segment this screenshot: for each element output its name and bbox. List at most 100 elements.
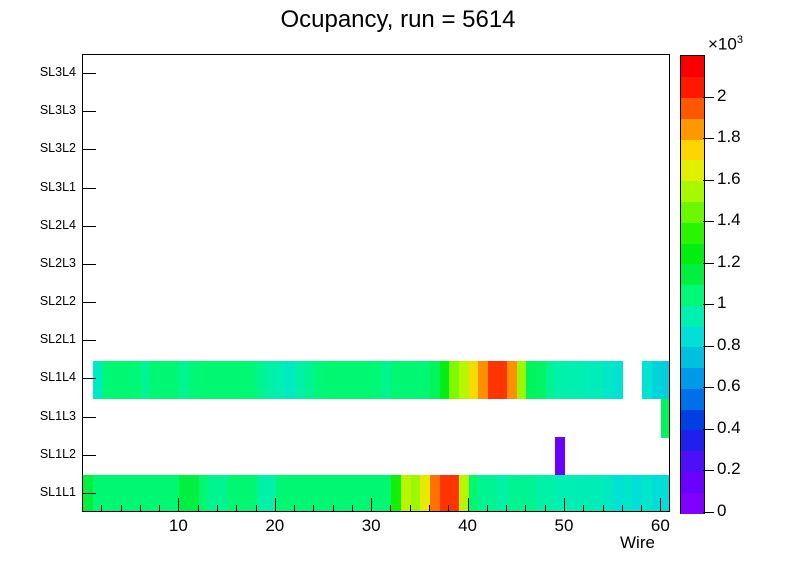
colorbar-tick [703,138,714,139]
x-axis-minor-tick [198,505,199,512]
heatmap-cell [140,475,151,511]
heatmap-cell [632,475,643,511]
x-axis-minor-tick [506,505,507,512]
heatmap-cell [439,475,450,511]
heatmap-cell [362,475,373,511]
chart-title: Ocupancy, run = 5614 [280,6,516,33]
heatmap-cell [323,475,335,511]
y-axis-tick [82,73,96,74]
heatmap-cell [189,360,200,400]
heatmap-cell [642,360,653,400]
colorbar-exponent-power: 3 [736,34,743,46]
heatmap-cell [401,360,412,400]
heatmap-cell [391,475,402,511]
heatmap-cell [198,360,209,400]
colorbar-band [681,263,704,286]
y-axis-tick [82,188,96,189]
heatmap-cell [613,475,624,511]
heatmap-cell [352,475,364,511]
heatmap-cell [584,475,595,511]
heatmap-cell [526,360,537,400]
heatmap-cell [227,360,238,400]
colorbar-tick [703,346,714,347]
heatmap-cell [295,475,306,511]
heatmap-cell [497,475,508,511]
colorbar-tick [703,97,714,98]
heatmap-cell [536,475,547,511]
heatmap-cell [526,475,537,511]
heatmap-cell [169,360,180,400]
y-axis-tick [82,302,96,303]
heatmap-cell [593,475,604,511]
x-axis-major-tick [275,498,276,512]
heatmap-cell [381,360,392,400]
heatmap-cell [555,437,566,476]
y-axis-label-sl2l2: SL2L2 [39,294,76,309]
x-axis-minor-tick [333,505,334,512]
heatmap-cell [275,475,286,511]
heatmap-cell [362,360,373,400]
heatmap-cell [430,360,441,400]
heatmap-cell [516,360,527,400]
colorbar-tick [703,263,714,264]
heatmap-cell [227,475,238,511]
colorbar-tick-label: 1 [717,293,727,313]
colorbar-tick-label: 0.6 [717,376,741,396]
colorbar-tick-label: 0 [717,501,727,520]
y-axis-label-sl3l4: SL3L4 [39,65,76,80]
heatmap-cell [314,475,325,511]
x-axis-minor-tick [236,505,237,512]
heatmap-cell [545,360,556,400]
plot-frame [82,54,670,512]
colorbar-tick-label: 1.6 [717,168,741,188]
heatmap-cell [642,475,653,511]
y-axis-tick [82,455,96,456]
colorbar-band [681,471,704,493]
colorbar-band [681,139,704,161]
x-axis-major-tick [660,498,661,512]
heatmap-cell [507,475,518,511]
colorbar-tick-label: 0.2 [717,459,741,479]
colorbar-band [681,450,704,473]
heatmap-cell [555,360,566,400]
heatmap-plot-area [83,55,669,511]
x-axis-minor-tick [159,505,160,512]
heatmap-cell [651,360,662,400]
x-axis-minor-tick [140,505,141,512]
heatmap-cell [603,360,614,400]
heatmap-cell [150,475,161,511]
x-axis-tick-label: 60 [650,516,670,535]
colorbar-band [681,326,704,348]
heatmap-cell [381,475,392,511]
heatmap-cell [189,475,200,511]
colorbar-tick [703,429,714,430]
heatmap-cell [217,360,229,400]
colorbar-band [681,284,704,306]
y-axis-tick [82,226,96,227]
x-axis-minor-tick [448,505,449,512]
heatmap-cell [131,360,142,400]
y-axis-label-sl2l4: SL2L4 [39,217,76,232]
heatmap-cell [430,475,441,511]
heatmap-cell [111,475,123,511]
heatmap-cell [584,360,595,400]
heatmap-cell [564,475,576,511]
heatmap-cell [603,475,614,511]
heatmap-cell [468,475,479,511]
colorbar-band [681,56,704,78]
x-axis-tick-label: 50 [554,516,574,535]
heatmap-cell [420,475,431,511]
y-axis-label-sl1l3: SL1L3 [39,408,76,423]
x-axis-minor-tick [121,505,122,512]
x-axis-minor-tick [390,505,391,512]
heatmap-cell [92,475,103,511]
colorbar-tick [703,387,714,388]
y-axis-tick [82,417,96,418]
heatmap-cell [439,360,450,400]
heatmap-cell [516,475,527,511]
heatmap-cell [661,360,669,400]
colorbar-band [681,492,704,514]
colorbar-tick [703,512,714,513]
heatmap-cell [478,475,489,511]
